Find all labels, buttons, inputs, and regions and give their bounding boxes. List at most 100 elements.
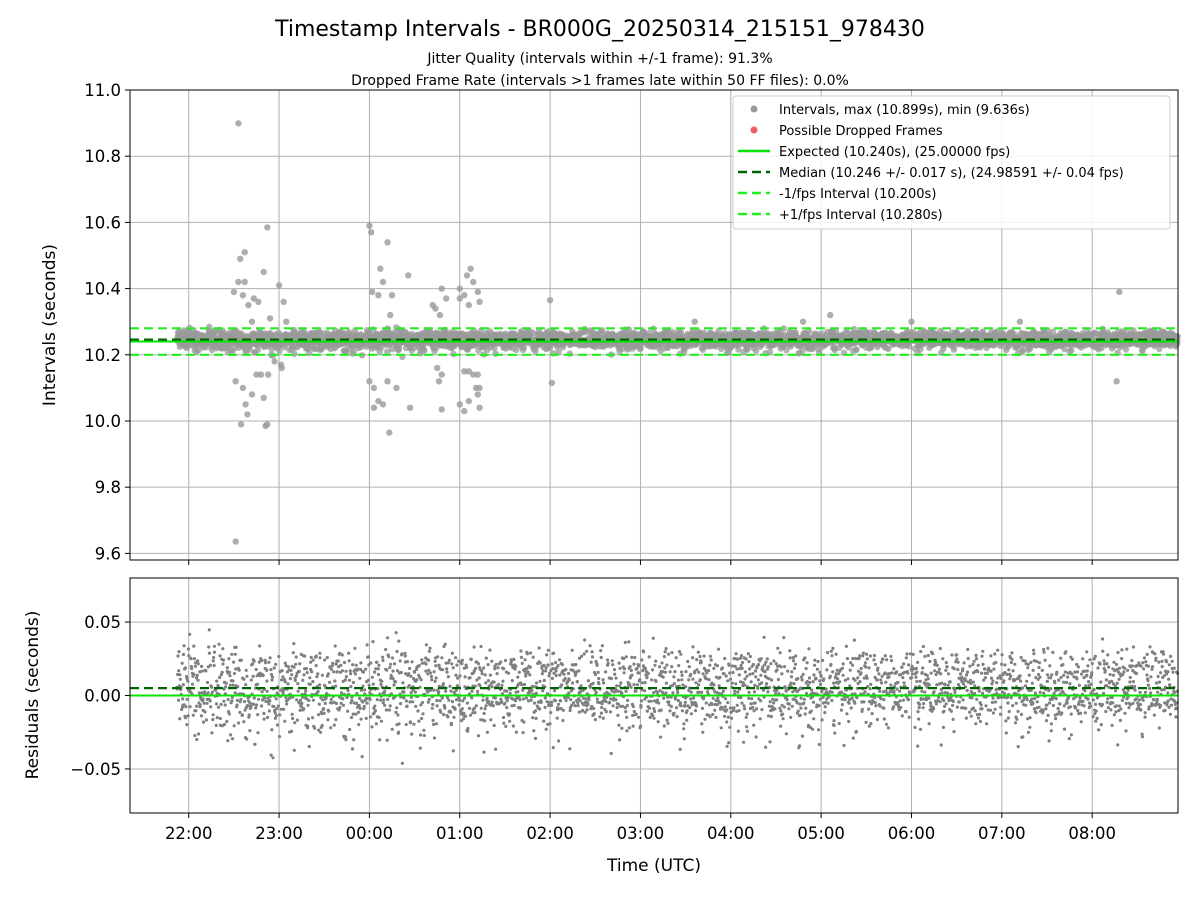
residual-point <box>789 675 794 679</box>
residual-point <box>748 667 752 671</box>
residual-point <box>601 716 605 720</box>
interval-outlier-point <box>476 384 483 392</box>
residual-point <box>597 676 601 681</box>
residual-point <box>352 738 356 742</box>
residual-point <box>523 658 527 662</box>
interval-outlier-point <box>463 272 471 279</box>
residual-point <box>737 709 741 713</box>
residual-point <box>533 736 538 741</box>
residual-point <box>233 652 237 656</box>
residual-point <box>609 697 613 701</box>
residual-point <box>329 697 333 702</box>
interval-point <box>752 347 760 355</box>
residual-point <box>230 699 234 703</box>
residual-point <box>362 704 366 709</box>
interval-outlier-point <box>232 538 239 545</box>
interval-outlier-point <box>435 378 443 385</box>
residual-point <box>416 709 420 713</box>
interval-outlier-point <box>260 394 267 401</box>
residual-point <box>450 662 454 666</box>
residual-point <box>313 726 317 730</box>
interval-outlier-point <box>476 404 483 411</box>
residual-point <box>296 682 300 686</box>
residual-point <box>708 654 713 658</box>
residual-point <box>522 720 526 724</box>
residual-point <box>214 723 218 728</box>
residual-point <box>546 663 550 667</box>
residual-point <box>298 662 302 666</box>
residual-point <box>669 704 674 709</box>
residual-point <box>412 670 417 674</box>
interval-outlier-point <box>474 371 481 378</box>
residual-point <box>275 707 279 711</box>
residual-point <box>260 658 264 663</box>
residual-point <box>677 664 681 668</box>
residual-point <box>665 663 669 667</box>
residual-point <box>203 710 207 714</box>
residual-point <box>573 704 577 708</box>
residual-point <box>260 690 264 694</box>
residual-point <box>329 726 333 730</box>
interval-outlier-point <box>235 278 242 286</box>
residual-point <box>617 661 621 665</box>
residual-point <box>472 645 476 649</box>
residual-point <box>269 668 273 672</box>
residual-point <box>370 725 374 729</box>
residual-point <box>237 721 241 725</box>
residual-point <box>292 748 296 752</box>
residual-point <box>743 670 748 674</box>
residual-point <box>196 662 200 666</box>
residual-point <box>343 735 347 739</box>
residual-point <box>577 710 581 714</box>
residual-point <box>261 673 265 678</box>
residual-point <box>204 718 208 722</box>
residual-point <box>619 681 623 685</box>
interval-outlier-point <box>260 268 267 276</box>
residual-point <box>230 652 234 656</box>
residual-point <box>295 698 299 702</box>
residual-point <box>449 723 453 727</box>
residual-point <box>740 660 745 665</box>
residual-point <box>654 659 658 663</box>
residual-point <box>739 696 743 700</box>
residual-point <box>428 646 432 650</box>
residual-point <box>512 657 516 662</box>
residual-point <box>305 671 309 675</box>
residual-point <box>342 660 347 665</box>
interval-outlier-point <box>255 298 262 305</box>
residual-point <box>216 705 221 709</box>
residual-point <box>314 664 318 668</box>
interval-point <box>885 345 892 352</box>
interval-outlier-point <box>456 401 463 408</box>
residual-point <box>775 688 779 693</box>
residual-point <box>518 706 523 710</box>
residual-point <box>703 717 707 721</box>
residual-point <box>359 661 363 665</box>
residual-point <box>251 662 255 666</box>
residual-point <box>479 644 483 649</box>
residual-point <box>764 745 768 749</box>
residual-point <box>358 706 362 711</box>
residual-point <box>217 642 221 646</box>
residual-point <box>550 662 554 666</box>
residual-point <box>691 677 695 681</box>
residual-point <box>727 741 731 745</box>
residual-point <box>754 735 758 739</box>
residual-point <box>203 690 207 694</box>
residual-point <box>699 660 703 664</box>
residual-point <box>318 651 322 655</box>
residual-point <box>553 699 558 703</box>
residual-point <box>293 678 297 683</box>
residual-point <box>766 690 770 694</box>
residual-point <box>353 672 357 676</box>
residual-point <box>281 675 285 679</box>
residual-point <box>708 663 712 667</box>
residual-point <box>195 737 199 742</box>
residual-point <box>776 677 781 682</box>
residual-point <box>734 652 738 656</box>
residual-point <box>485 730 489 734</box>
residual-point <box>232 671 236 676</box>
residual-point <box>432 722 436 727</box>
residual-point <box>211 713 215 717</box>
residual-point <box>192 657 196 661</box>
